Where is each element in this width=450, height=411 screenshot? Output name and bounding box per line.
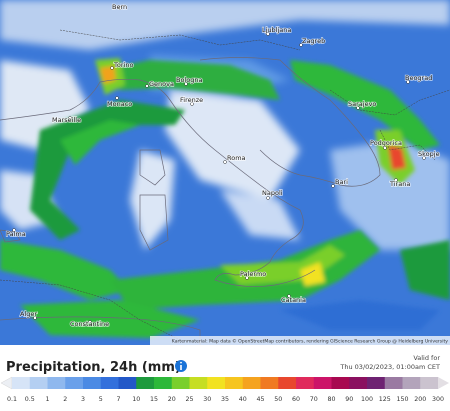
legend-swatch — [402, 377, 421, 389]
city-label: Zagreb — [302, 37, 325, 45]
city-label: Monaco — [107, 100, 132, 108]
legend-swatch — [65, 377, 84, 389]
legend-swatch — [154, 377, 173, 389]
legend-label: 15 — [150, 396, 158, 403]
city-label: Napoli — [262, 189, 283, 197]
city-label: Palma — [6, 230, 26, 238]
legend-swatch — [260, 377, 279, 389]
legend-swatch — [331, 377, 350, 389]
legend-swatch — [207, 377, 226, 389]
legend-label: 0.1 — [7, 396, 17, 403]
legend-label: 80 — [327, 396, 335, 403]
city-label: Ljubljana — [262, 26, 291, 34]
city-label: Genova — [149, 80, 174, 88]
legend-label: 30 — [203, 396, 211, 403]
legend-label: 10 — [132, 396, 140, 403]
legend-swatch — [349, 377, 368, 389]
legend-swatch — [171, 377, 190, 389]
legend-swatch — [313, 377, 332, 389]
precip-map: Bern Torino Genova Monaco Marseille Bolo… — [0, 0, 450, 345]
legend-swatch — [367, 377, 386, 389]
city-labels: Bern Torino Genova Monaco Marseille Bolo… — [5, 2, 440, 329]
city-label: Catania — [281, 296, 306, 304]
city-label: Palermo — [240, 270, 266, 278]
city-label: Bern — [112, 3, 127, 11]
legend-swatch — [118, 377, 137, 389]
city-label: Firenze — [180, 96, 203, 104]
legend-swatch — [136, 377, 155, 389]
legend-swatch — [29, 377, 48, 389]
legend-swatch — [100, 377, 119, 389]
info-button[interactable] — [175, 360, 187, 372]
city-label: Skopje — [418, 150, 440, 158]
city-label: Alger — [20, 310, 37, 318]
legend-label: 25 — [185, 396, 193, 403]
legend-label: 7 — [116, 396, 120, 403]
legend-label: 0.5 — [25, 396, 35, 403]
legend-swatch — [296, 377, 315, 389]
legend-label: 60 — [292, 396, 300, 403]
city-label: Beograd — [405, 74, 432, 82]
legend-swatch — [47, 377, 66, 389]
city-label: Bologna — [176, 76, 202, 84]
city-label: Podgorica — [370, 139, 402, 147]
legend-label: 40 — [239, 396, 247, 403]
legend-arrow-right — [438, 377, 449, 389]
legend-label: 35 — [221, 396, 229, 403]
legend-label: 150 — [396, 396, 408, 403]
valid-label: Valid for — [413, 354, 440, 362]
city-label: Roma — [227, 154, 246, 162]
city-markers — [12, 6, 426, 324]
city-label: Constantine — [70, 320, 109, 328]
legend-swatch — [189, 377, 208, 389]
legend-label: 5 — [99, 396, 103, 403]
legend-label: 2 — [63, 396, 67, 403]
legend-label: 3 — [81, 396, 85, 403]
legend-swatch — [278, 377, 297, 389]
legend-bar: 0.1 0.5 1 2 3 5 7 10 15 20 25 30 35 40 45 50 60 70 80 90 100… — [7, 377, 449, 403]
legend-label: 1 — [45, 396, 49, 403]
legend-title: Precipitation, 24h (mm) — [6, 360, 181, 375]
legend-label: 50 — [274, 396, 282, 403]
legend-swatch — [242, 377, 261, 389]
legend-swatch — [12, 377, 31, 389]
valid-time: Thu 03/02/2023, 01:00am CET — [339, 363, 440, 371]
legend-label: 45 — [256, 396, 264, 403]
legend-label: 90 — [345, 396, 353, 403]
legend-swatch — [83, 377, 102, 389]
legend-swatch — [420, 377, 439, 389]
legend-label: 200 — [414, 396, 426, 403]
city-label: Torino — [113, 61, 133, 69]
legend-label: 125 — [379, 396, 391, 403]
city-label: Marseille — [52, 116, 81, 124]
legend-label: 20 — [168, 396, 176, 403]
legend-label: 300 — [432, 396, 444, 403]
legend-swatch — [225, 377, 244, 389]
city-label: Bari — [335, 178, 348, 186]
legend-swatch — [384, 377, 403, 389]
city-label: Tirana — [389, 180, 410, 188]
legend-label: 100 — [361, 396, 373, 403]
attribution: Kartenmaterial: Map data © OpenStreetMap… — [172, 338, 448, 345]
legend-label: 70 — [310, 396, 318, 403]
city-label: Sarajevo — [348, 100, 376, 108]
